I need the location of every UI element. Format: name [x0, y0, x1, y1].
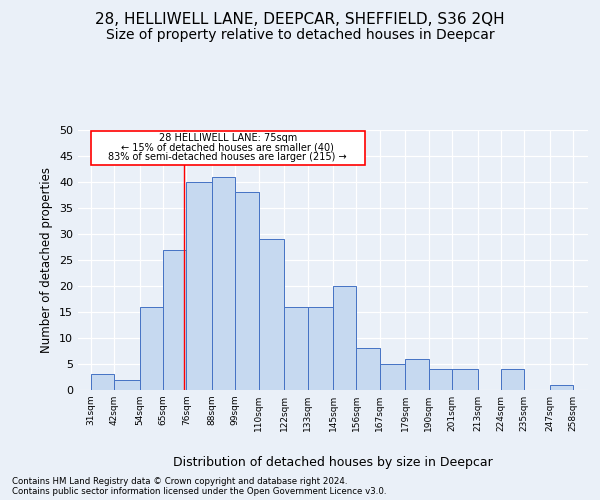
Bar [163, 250, 187, 390]
Bar [259, 239, 284, 390]
Bar [380, 364, 405, 390]
Bar [284, 307, 308, 390]
Bar [405, 359, 428, 390]
Bar [235, 192, 259, 390]
Text: 83% of semi-detached houses are larger (215) →: 83% of semi-detached houses are larger (… [109, 152, 347, 162]
Y-axis label: Number of detached properties: Number of detached properties [40, 167, 53, 353]
Bar [140, 307, 163, 390]
Text: Size of property relative to detached houses in Deepcar: Size of property relative to detached ho… [106, 28, 494, 42]
Bar [114, 380, 140, 390]
Bar [187, 182, 212, 390]
Bar [550, 385, 573, 390]
Bar [356, 348, 380, 390]
Text: ← 15% of detached houses are smaller (40): ← 15% of detached houses are smaller (40… [121, 142, 334, 152]
Bar [501, 369, 524, 390]
Bar [308, 307, 333, 390]
Text: 28, HELLIWELL LANE, DEEPCAR, SHEFFIELD, S36 2QH: 28, HELLIWELL LANE, DEEPCAR, SHEFFIELD, … [95, 12, 505, 28]
Bar [212, 177, 235, 390]
Text: Contains public sector information licensed under the Open Government Licence v3: Contains public sector information licen… [12, 486, 386, 496]
Text: 28 HELLIWELL LANE: 75sqm: 28 HELLIWELL LANE: 75sqm [158, 134, 297, 143]
Text: Distribution of detached houses by size in Deepcar: Distribution of detached houses by size … [173, 456, 493, 469]
Bar [91, 374, 114, 390]
Bar [428, 369, 452, 390]
Bar [452, 369, 478, 390]
FancyBboxPatch shape [91, 131, 365, 166]
Text: Contains HM Land Registry data © Crown copyright and database right 2024.: Contains HM Land Registry data © Crown c… [12, 476, 347, 486]
Bar [333, 286, 356, 390]
